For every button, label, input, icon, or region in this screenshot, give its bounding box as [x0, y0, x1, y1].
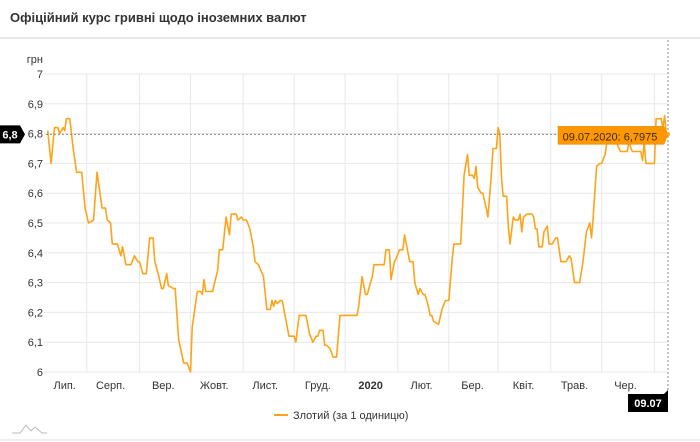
x-tick-label: Серп.: [96, 380, 125, 392]
x-tick-label: Жовт.: [200, 380, 229, 392]
x-tick-label: Лип.: [53, 380, 75, 392]
crosshair: 6,8 09.07 09.07.2020: 6,7975: [0, 40, 670, 412]
y-tick-label: 6,4: [28, 248, 43, 260]
legend-label[interactable]: Злотий (за 1 одиницю): [293, 410, 408, 422]
x-tick-label: Лист.: [252, 380, 278, 392]
y-tick-label: 6,9: [28, 99, 43, 111]
y-tick-label: 6,7: [28, 158, 43, 170]
data-point-marker: [666, 132, 670, 137]
y-tick-label: 6,2: [28, 307, 43, 319]
y-axis-label: грн: [27, 54, 43, 66]
x-tick-label: Лют.: [411, 380, 433, 392]
title-divider: [0, 37, 700, 39]
page-title: Офіційний курс гривні щодо іноземних вал…: [10, 10, 307, 25]
bottom-divider: [0, 439, 700, 441]
crosshair-x-label-bg: [628, 390, 668, 412]
y-axis: 6 6,1 6,2 6,3 6,4 6,5 6,6 6,7 6,8 6,9 7: [28, 69, 43, 379]
crosshair-y-label-bg: [0, 125, 25, 144]
x-axis: Лип. Серп. Вер. Жовт. Лист. Груд. 2020 Лют. Бер.…: [53, 380, 636, 392]
x-tick-label: Бер.: [461, 380, 484, 392]
y-tick-label: 7: [37, 69, 43, 81]
tooltip-bg: [557, 126, 669, 145]
x-tick-label: Трав.: [561, 380, 588, 392]
chart-mountains-icon: [12, 424, 47, 434]
grid: [44, 73, 668, 373]
series-line-zloty[interactable]: [46, 114, 669, 373]
y-tick-label: 6,8: [28, 129, 43, 141]
tooltip-text: 09.07.2020: 6,7975: [563, 131, 658, 143]
y-tick-label: 6,5: [28, 218, 43, 230]
y-tick-label: 6: [37, 367, 43, 379]
y-tick-label: 6,3: [28, 278, 43, 290]
x-tick-label: 2020: [358, 380, 382, 392]
x-tick-label: Квіт.: [513, 380, 535, 392]
x-tick-label: Груд.: [305, 380, 331, 392]
y-tick-label: 6,6: [28, 188, 43, 200]
y-tick-label: 6,1: [28, 337, 43, 349]
crosshair-y-label: 6,8: [2, 129, 17, 141]
x-tick-label: Вер.: [152, 380, 175, 392]
x-tick-label: Чер.: [614, 380, 637, 392]
crosshair-x-label: 09.07: [634, 398, 662, 410]
legend[interactable]: Злотий (за 1 одиницю): [274, 410, 408, 422]
